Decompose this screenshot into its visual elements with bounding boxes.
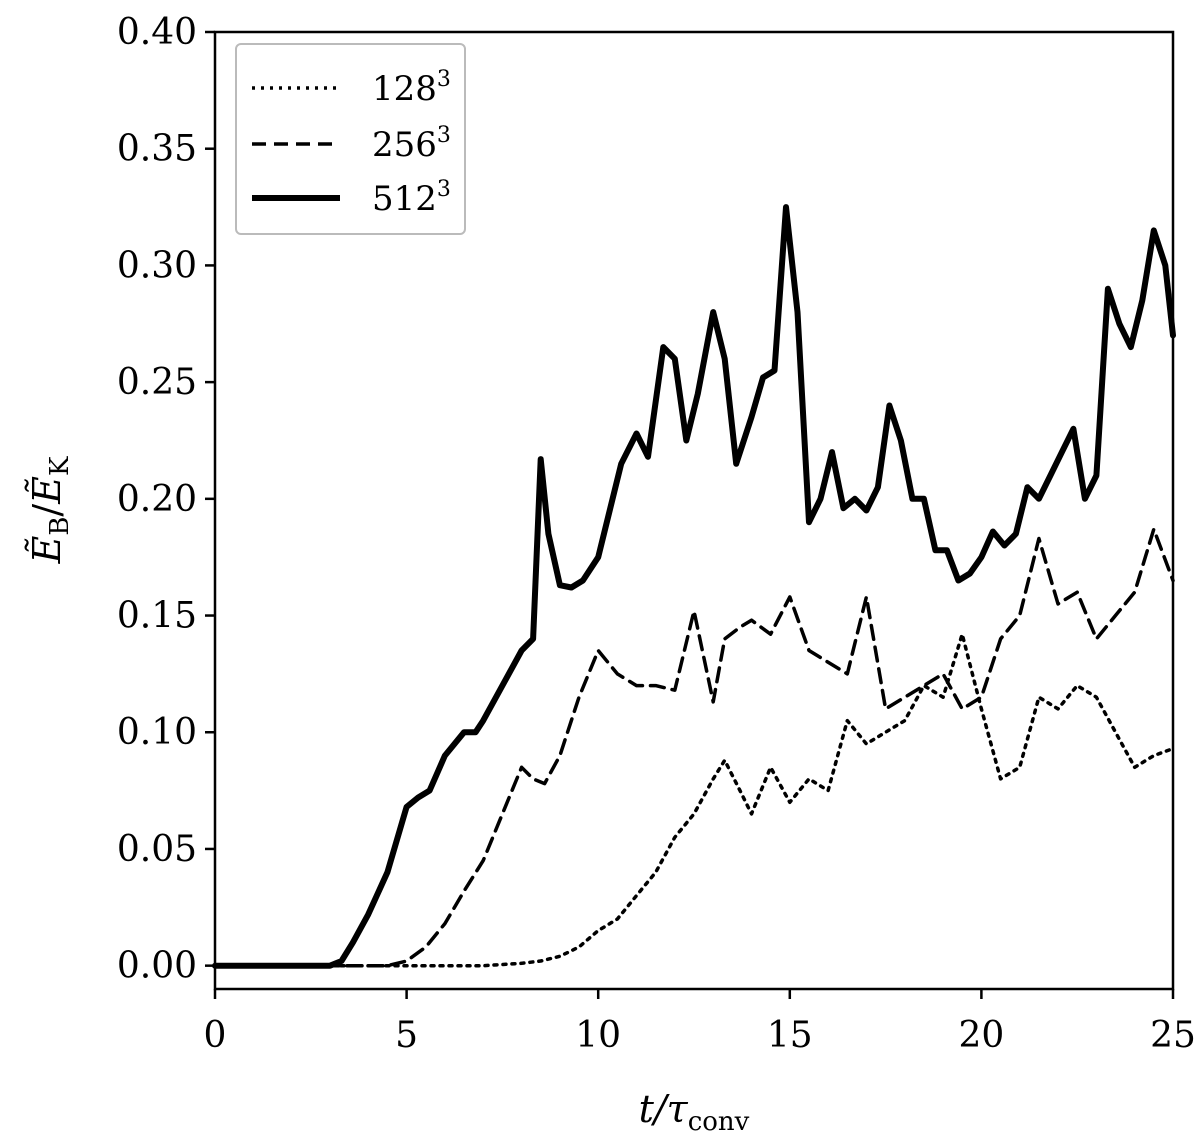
series-line-512 xyxy=(212,204,1176,969)
x-axis-label-text: t/τ xyxy=(639,1087,689,1131)
x-tick-label: 25 xyxy=(1150,1015,1196,1056)
legend-label-256: 2563 xyxy=(372,123,451,165)
legend-label-512: 5123 xyxy=(372,177,451,219)
series-line-128 xyxy=(213,632,1175,968)
x-tick-label: 10 xyxy=(575,1015,621,1056)
y-axis-label-numerator: Ẽ xyxy=(25,535,69,564)
x-axis-label-subscript: conv xyxy=(688,1107,750,1137)
y-axis-label: ẼB/ẼK xyxy=(25,456,75,564)
y-tick-label: 0.05 xyxy=(117,829,197,870)
x-tick-label: 5 xyxy=(395,1015,418,1056)
y-tick-label: 0.10 xyxy=(117,712,197,753)
series-line-256 xyxy=(213,527,1175,968)
x-axis-label: t/τconv xyxy=(639,1087,750,1137)
y-axis-label-numerator-sub: B xyxy=(45,517,75,536)
y-tick-label: 0.30 xyxy=(117,245,197,286)
x-tick-label: 0 xyxy=(204,1015,227,1056)
svg-text:t/τconv: t/τconv xyxy=(639,1087,750,1137)
y-tick-label: 0.35 xyxy=(117,129,197,170)
legend: 1283 2563 5123 xyxy=(235,43,466,235)
legend-label-128: 1283 xyxy=(372,67,451,109)
y-axis-label-slash: / xyxy=(25,504,69,517)
plot-frame xyxy=(213,30,1175,991)
x-tick-label: 20 xyxy=(958,1015,1004,1056)
y-axis-label-denominator-sub: K xyxy=(45,456,75,476)
x-tick-label: 15 xyxy=(767,1015,813,1056)
y-tick-label: 0.25 xyxy=(117,362,197,403)
y-tick-label: 0.15 xyxy=(117,596,197,637)
y-tick-label: 0.40 xyxy=(117,12,197,53)
x-axis: 0 5 10 15 20 25 xyxy=(204,989,1196,1056)
y-axis-label-denominator: Ẽ xyxy=(25,476,69,505)
series-lines xyxy=(212,204,1176,969)
y-tick-label: 0.20 xyxy=(117,479,197,520)
legend-box xyxy=(235,43,466,235)
y-tick-label: 0.00 xyxy=(117,946,197,987)
svg-text:ẼB/ẼK: ẼB/ẼK xyxy=(25,456,75,564)
y-axis: 0.00 0.05 0.10 0.15 0.20 0.25 0.30 0.35 0.40 xyxy=(117,12,215,987)
